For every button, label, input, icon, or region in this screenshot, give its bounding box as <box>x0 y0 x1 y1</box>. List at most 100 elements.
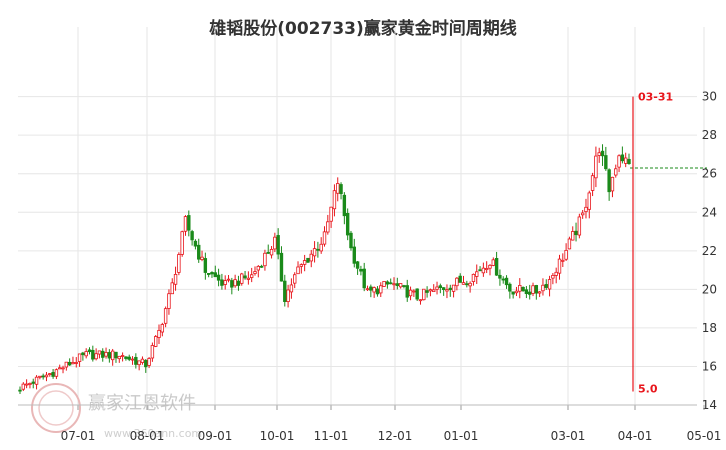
candle-body <box>170 282 174 295</box>
candle-body <box>58 367 62 370</box>
candle-body <box>554 271 558 276</box>
candle-body <box>408 289 413 297</box>
candle-body <box>584 206 588 213</box>
candle-body <box>18 389 22 392</box>
y-tick-label: 16 <box>702 359 717 373</box>
candle-body <box>180 231 184 255</box>
candle-body <box>445 289 449 292</box>
candle-body <box>475 271 479 277</box>
candle-body <box>528 291 532 295</box>
candle-body <box>38 375 42 378</box>
candle-body <box>580 212 585 216</box>
candle-body <box>501 278 505 281</box>
candle-body <box>246 277 251 280</box>
candle-body <box>183 216 188 232</box>
candle-body <box>316 248 320 251</box>
candle-body <box>498 274 502 279</box>
x-tick-label: 03-01 <box>551 429 586 443</box>
candle-body <box>150 345 155 359</box>
candle-body <box>259 265 264 268</box>
candle-body <box>319 243 323 252</box>
candle-body <box>263 252 267 267</box>
candle-body <box>48 373 52 375</box>
candle-body <box>617 155 621 168</box>
candle-body <box>564 249 568 260</box>
cycle-date-label: 03-31 <box>638 91 673 104</box>
candle-body <box>269 248 274 256</box>
candle-body <box>451 284 456 292</box>
candle-body <box>173 274 178 285</box>
watermark-seal-inner-icon <box>38 390 74 426</box>
candle-body <box>206 272 211 275</box>
candle-body <box>623 157 628 164</box>
candle-body <box>163 308 168 324</box>
candle-body <box>71 362 75 365</box>
axes: 14 16 18 20 22 24 26 28 30 07-01 08-01 09-01 10-01 11… <box>18 90 721 443</box>
candle-body <box>336 183 340 194</box>
candle-body <box>256 265 261 271</box>
candle-body <box>322 231 327 245</box>
candle-body <box>240 273 244 284</box>
candle-body <box>87 349 92 353</box>
candle-body <box>243 275 247 279</box>
y-tick-label: 30 <box>702 90 717 104</box>
candle-body <box>34 376 39 385</box>
candle-body <box>44 374 49 378</box>
y-tick-label: 28 <box>702 128 717 142</box>
candle-body <box>210 272 214 275</box>
candle-body <box>101 350 105 358</box>
candle-body <box>345 213 350 236</box>
candle-body <box>289 284 294 293</box>
candle-body <box>64 361 69 368</box>
cycle-marker: 03-31 5.0 <box>632 91 673 396</box>
candle-body <box>233 279 237 287</box>
candle-body <box>167 293 171 309</box>
candle-body <box>41 375 45 378</box>
candle-body <box>398 283 403 288</box>
candle-body <box>508 283 512 292</box>
candle-body <box>484 268 489 271</box>
candle-body <box>461 282 466 285</box>
y-tick-label: 14 <box>702 398 717 412</box>
candle-body <box>200 256 204 260</box>
candle-body <box>504 277 509 286</box>
candle-body <box>488 264 492 269</box>
candle-body <box>614 168 618 176</box>
candle-body <box>226 278 231 281</box>
cycle-value-label: 5.0 <box>638 383 658 396</box>
candle-body <box>230 280 234 288</box>
candle-body <box>276 235 280 255</box>
candle-body <box>124 356 128 359</box>
candle-body <box>418 299 423 302</box>
candle-body <box>332 190 337 210</box>
candle-body <box>379 285 383 294</box>
x-tick-label: 05-01 <box>687 429 722 443</box>
candle-body <box>597 152 601 156</box>
candle-body <box>84 351 88 357</box>
candles <box>18 144 707 395</box>
candle-body <box>382 281 386 287</box>
candle-body <box>107 352 112 359</box>
x-tick-label: 12-01 <box>378 429 413 443</box>
candle-body <box>144 360 148 368</box>
candle-body <box>349 232 353 249</box>
candle-body <box>448 287 452 291</box>
candle-body <box>283 280 287 302</box>
candle-body <box>385 281 390 285</box>
candle-body <box>375 288 380 295</box>
candle-body <box>120 355 125 357</box>
candle-body <box>266 251 270 254</box>
candle-body <box>422 288 426 301</box>
candle-body <box>81 352 85 356</box>
candle-body <box>524 289 529 295</box>
y-tick-label: 20 <box>702 282 717 296</box>
candle-body <box>130 358 135 361</box>
candle-body <box>117 355 121 360</box>
candle-body <box>160 324 165 333</box>
candle-body <box>355 261 360 269</box>
candle-body <box>369 286 373 291</box>
candle-body <box>607 169 611 193</box>
candle-body <box>249 274 254 278</box>
candle-body <box>514 290 519 294</box>
candle-body <box>342 194 347 217</box>
